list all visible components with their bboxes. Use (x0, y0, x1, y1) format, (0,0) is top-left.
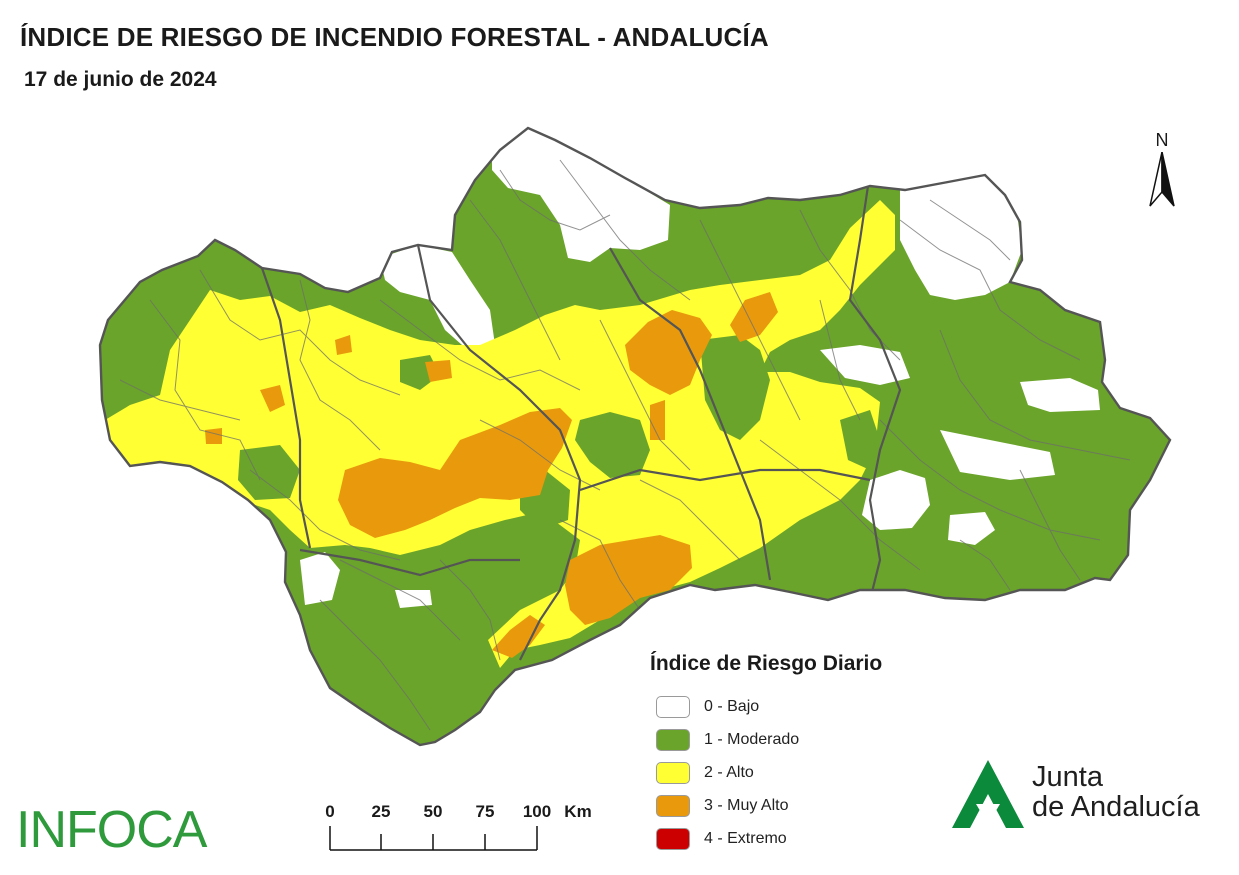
legend-swatch-alto (656, 761, 690, 784)
zones-bajo (142, 128, 1100, 608)
infoca-logo: INFOCA (16, 801, 207, 859)
scale-bar: 0 25 50 75 100 Km (318, 800, 618, 860)
legend-label: 0 - Bajo (704, 697, 760, 715)
legend-swatch-moderado (656, 728, 690, 751)
legend: Índice de Riesgo Diario 0 - Bajo 1 - Mod… (650, 652, 882, 855)
scale-tick-label: 100 (522, 802, 552, 821)
zones-muy-alto (205, 292, 778, 658)
junta-andalucia-logo-icon (952, 760, 1024, 828)
zones-moderado-patches (102, 285, 880, 530)
junta-andalucia-wordmark: Junta de Andalucía (1032, 762, 1200, 822)
junta-line2: de Andalucía (1032, 791, 1200, 823)
map-title: ÍNDICE DE RIESGO DE INCENDIO FORESTAL - … (20, 22, 769, 52)
legend-label: 4 - Extremo (704, 829, 787, 847)
andalucia-outline (98, 126, 1172, 747)
legend-label: 1 - Moderado (704, 730, 800, 748)
north-arrow: N (1144, 130, 1180, 210)
municipal-boundaries (119, 159, 1131, 731)
legend-swatch-bajo (656, 695, 690, 718)
scale-tick-label: 50 (423, 802, 443, 821)
scale-unit: Km (564, 802, 592, 821)
legend-swatch-extremo (656, 827, 690, 850)
map-date: 17 de junio de 2024 (24, 68, 217, 91)
legend-item-extremo: 4 - Extremo (650, 822, 882, 855)
legend-item-bajo: 0 - Bajo (650, 690, 882, 723)
legend-title: Índice de Riesgo Diario (650, 652, 883, 675)
legend-label: 3 - Muy Alto (704, 796, 789, 814)
legend-label: 2 - Alto (704, 763, 754, 781)
scale-bar-graphic (329, 826, 538, 851)
scale-tick-label: 75 (475, 802, 495, 821)
scale-tick-label: 25 (371, 802, 391, 821)
legend-swatch-muy-alto (656, 794, 690, 817)
legend-item-moderado: 1 - Moderado (650, 723, 882, 756)
scale-tick-label: 0 (325, 802, 335, 821)
legend-item-alto: 2 - Alto (650, 756, 882, 789)
north-arrow-icon (1149, 152, 1175, 207)
junta-line1: Junta (1032, 761, 1103, 793)
legend-item-muy-alto: 3 - Muy Alto (650, 789, 882, 822)
north-label: N (1155, 130, 1169, 150)
province-boundaries (260, 185, 902, 661)
